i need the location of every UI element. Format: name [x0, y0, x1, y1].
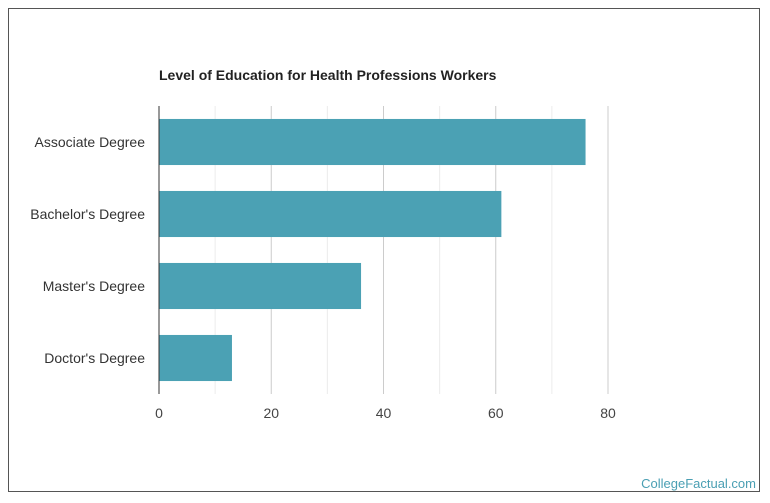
- x-tick-label: 60: [488, 405, 504, 421]
- bar-2: [159, 262, 362, 310]
- category-label: Associate Degree: [34, 134, 145, 150]
- chart-title: Level of Education for Health Profession…: [159, 67, 497, 83]
- bar-0: [159, 118, 586, 166]
- bar-3: [159, 334, 232, 382]
- x-tick-label: 20: [263, 405, 279, 421]
- bars-group: [159, 118, 586, 382]
- category-label: Doctor's Degree: [44, 350, 145, 366]
- watermark-link[interactable]: CollegeFactual.com: [641, 476, 756, 491]
- category-label: Bachelor's Degree: [30, 206, 145, 222]
- tick-labels: 0 20 40 60 80: [155, 405, 616, 421]
- category-labels: Associate Degree Bachelor's Degree Master'…: [30, 134, 145, 366]
- x-tick-label: 40: [376, 405, 392, 421]
- x-tick-label: 0: [155, 405, 163, 421]
- bar-1: [159, 190, 502, 238]
- category-label: Master's Degree: [43, 278, 145, 294]
- x-tick-label: 80: [600, 405, 616, 421]
